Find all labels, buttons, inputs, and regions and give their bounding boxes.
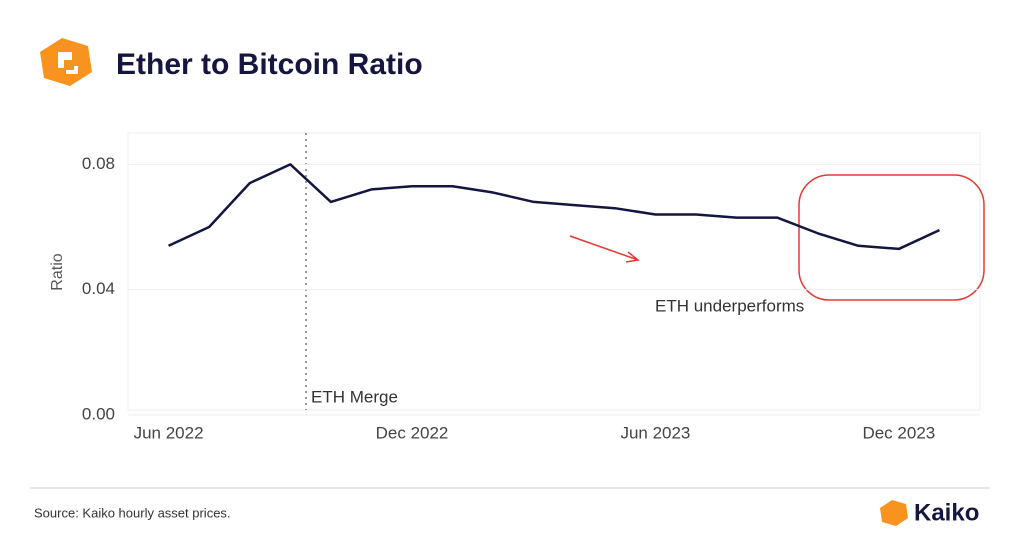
x-tick-label: Dec 2022 <box>376 423 449 442</box>
y-tick-label: 0.08 <box>82 154 115 173</box>
brand: Kaiko <box>914 499 979 526</box>
y-tick-label: 0.00 <box>82 404 115 423</box>
ratio-line <box>168 163 940 251</box>
annotation: ETH underperforms <box>655 296 804 315</box>
highlight-box <box>798 174 985 301</box>
arrow-head <box>625 251 640 263</box>
brand-logo <box>880 500 908 526</box>
arrow <box>569 235 639 261</box>
logo <box>40 38 92 86</box>
x-tick-label: Dec 2023 <box>862 423 935 442</box>
y-tick-label: 0.04 <box>82 279 115 298</box>
x-tick-label: Jun 2022 <box>134 423 204 442</box>
plot-frame <box>127 132 981 411</box>
annotation: ETH Merge <box>311 387 398 406</box>
y-axis-label: Ratio <box>49 253 66 290</box>
x-tick-label: Jun 2023 <box>620 423 690 442</box>
title: Ether to Bitcoin Ratio <box>116 48 423 81</box>
source: Source: Kaiko hourly asset prices. <box>34 505 231 520</box>
